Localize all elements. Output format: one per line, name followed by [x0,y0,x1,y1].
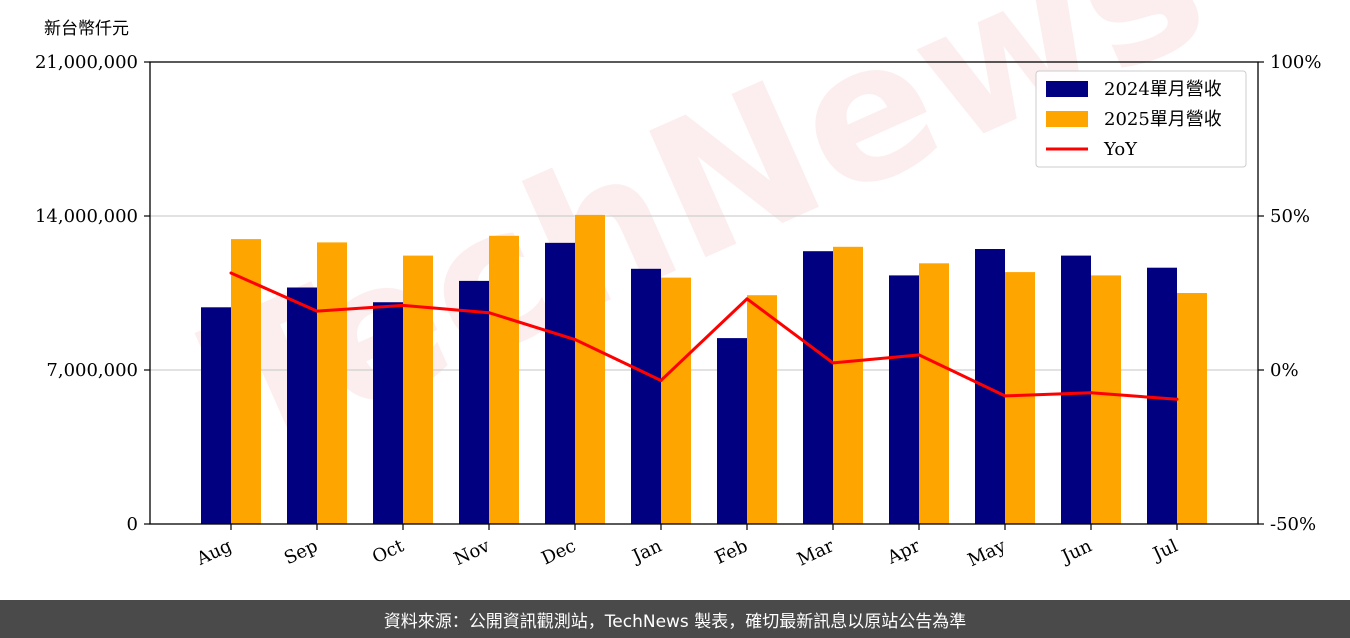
y-tick-label: 7,000,000 [46,360,138,381]
yoy-point-sep [315,309,319,313]
yoy-point-dec [573,338,577,342]
y2-tick-label: 0% [1270,360,1299,381]
yoy-series-line [230,271,1178,401]
yoy-line [229,271,1179,401]
legend-label-0: 2024單月營收 [1104,79,1222,100]
x-tick-label-jul: Jul [1148,535,1181,565]
x-tick-label-apr: Apr [883,535,923,569]
bar-2025-nov [489,235,519,525]
bar-2025-aug [231,239,261,524]
bar-2024-jan [631,268,661,524]
bar-2024-sep [287,287,317,524]
bar-2024-mar [803,251,833,524]
x-tick-label-nov: Nov [451,535,494,570]
bar-2025-jan [661,277,691,524]
yoy-point-apr [917,353,921,357]
bar-2025-sep [317,242,347,524]
yoy-point-mar [831,361,835,365]
yoy-point-jul [1175,397,1179,401]
x-tick-label-jun: Jun [1057,535,1096,568]
yoy-point-feb [745,297,749,301]
x-tick-label-feb: Feb [712,535,751,568]
x-tick-label-may: May [965,535,1010,571]
bar-2024-jul [1147,267,1177,524]
yoy-point-jan [659,378,663,382]
bar-2024-nov [459,280,489,524]
x-tick-label-oct: Oct [369,535,408,568]
bar-2025-dec [575,214,605,524]
bar-2025-apr [919,263,949,524]
bar-2024-aug [201,307,231,524]
y-tick-label: 0 [127,514,138,535]
bar-2025-jul [1177,293,1207,524]
plot-frame [149,61,1259,525]
bar-2024-oct [373,302,403,524]
bar-2025-oct [403,255,433,524]
legend-swatch-1 [1046,111,1088,127]
revenue-chart: TechNews 07,000,00014,000,00021,000,000-… [35,0,1322,571]
y-tick-label: 21,000,000 [35,52,138,73]
x-tick-label-dec: Dec [538,535,579,569]
legend-swatch-0 [1046,81,1088,97]
legend: 2024單月營收 2025單月營收 YoY [1035,70,1247,168]
bar-2025-jun [1091,275,1121,524]
y-tick-label: 14,000,000 [35,206,138,227]
yoy-point-jun [1089,391,1093,395]
bar-2025-feb [747,295,777,524]
x-tick-label-mar: Mar [794,535,837,570]
bars [201,214,1207,525]
legend-label-2: YoY [1103,139,1138,160]
bar-2024-may [975,249,1005,524]
bar-2024-jun [1061,255,1091,524]
bar-2024-apr [889,275,919,524]
yoy-point-oct [401,303,405,307]
legend-box [1035,70,1247,168]
yoy-point-aug [229,271,233,275]
bar-2025-may [1005,272,1035,524]
x-tick-label-aug: Aug [193,535,236,570]
footer-source: 資料來源：公開資訊觀測站，TechNews 製表，確切最新訊息以原站公告為準 [0,600,1350,638]
y-axis-unit: 新台幣仟元 [44,19,129,39]
bar-2025-mar [833,246,863,525]
y2-tick-label: -50% [1270,514,1316,535]
bar-2024-feb [717,338,747,524]
x-tick-label-sep: Sep [281,535,321,569]
y2-tick-label: 50% [1270,206,1310,227]
yoy-point-may [1003,394,1007,398]
legend-label-1: 2025單月營收 [1104,109,1222,130]
x-tick-label-jan: Jan [628,535,666,568]
yoy-point-nov [487,311,491,315]
bar-2024-dec [545,242,575,524]
y2-tick-label: 100% [1270,52,1321,73]
